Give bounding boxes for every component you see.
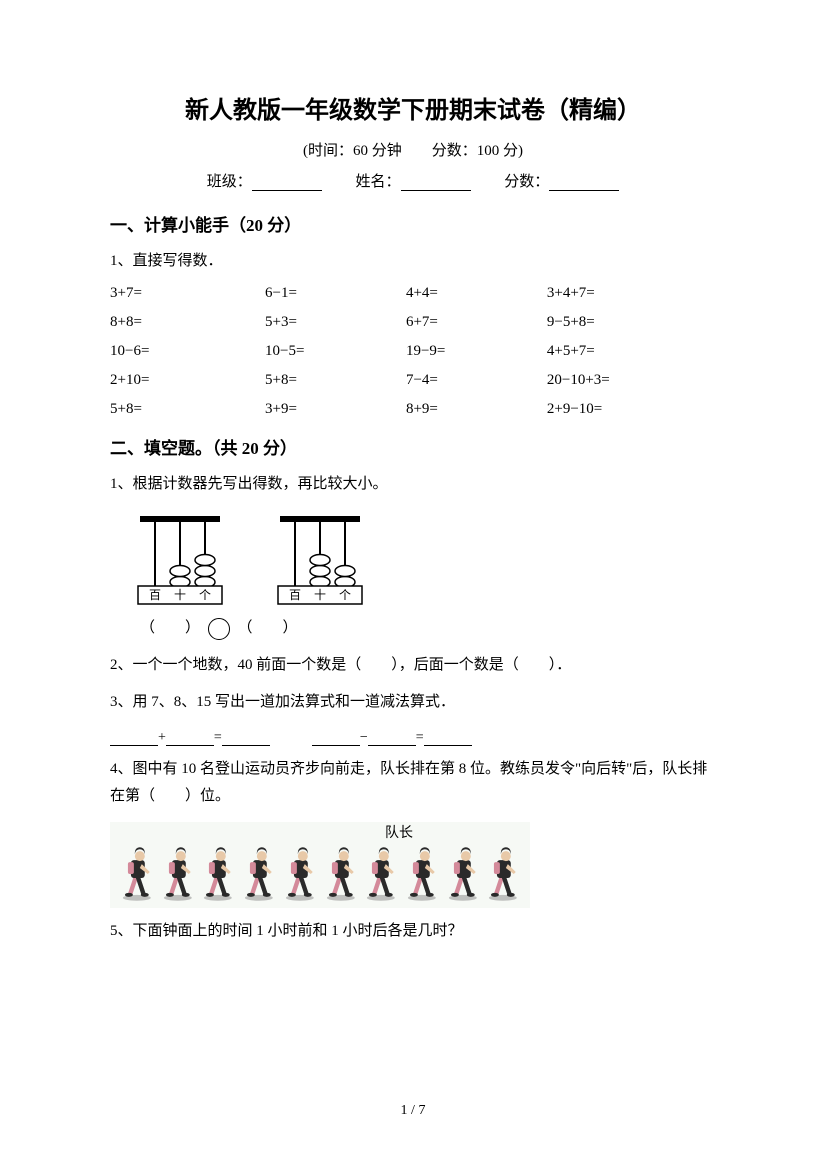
walker-icon: [322, 846, 360, 902]
calc-cell: 6−1=: [265, 285, 406, 302]
info-line: 班级： 姓名： 分数：: [110, 170, 716, 191]
svg-text:百: 百: [149, 588, 161, 602]
walker-icon: [362, 846, 400, 902]
name-label: 姓名：: [355, 174, 400, 190]
eq-blank[interactable]: [222, 732, 270, 746]
class-label: 班级：: [207, 174, 252, 190]
calc-cell: 9−5+8=: [547, 314, 716, 331]
calc-cell: 7−4=: [406, 372, 547, 389]
compare-right[interactable]: （ ）: [238, 620, 298, 636]
walker-icon: [159, 846, 197, 902]
calc-cell: 4+5+7=: [547, 343, 716, 360]
subtitle: (时间：60 分钟 分数：100 分): [110, 139, 716, 160]
calc-cell: 8+9=: [406, 401, 547, 418]
calc-cell: 10−6=: [110, 343, 265, 360]
calc-cell: 19−9=: [406, 343, 547, 360]
eq-blank[interactable]: [368, 732, 416, 746]
question-2-3: 3、用 7、8、15 写出一道加法算式和一道减法算式．: [110, 689, 716, 716]
question-2-5: 5、下面钟面上的时间 1 小时前和 1 小时后各是几时？: [110, 918, 716, 945]
walker-icon: [118, 846, 156, 902]
calc-cell: 8+8=: [110, 314, 265, 331]
svg-text:十: 十: [174, 588, 186, 602]
question-2-4: 4、图中有 10 名登山运动员齐步向前走，队长排在第 8 位。教练员发令"向后转…: [110, 756, 716, 810]
leader-label: 队长: [385, 822, 413, 842]
calc-cell: 4+4=: [406, 285, 547, 302]
calc-cell: 6+7=: [406, 314, 547, 331]
score-label: 分数：: [504, 174, 549, 190]
calc-cell: 5+8=: [110, 401, 265, 418]
compare-left[interactable]: （ ）: [140, 620, 200, 636]
page-number: 1 / 7: [0, 1103, 826, 1119]
abacus-row: 百十个 百十个: [130, 508, 716, 608]
calc-cell: 2+9−10=: [547, 401, 716, 418]
walker-row: [118, 846, 522, 902]
score-blank[interactable]: [549, 175, 619, 191]
calc-cell: 5+3=: [265, 314, 406, 331]
class-blank[interactable]: [252, 175, 322, 191]
compare-line: （ ） （ ）: [140, 616, 716, 640]
svg-text:个: 个: [339, 588, 351, 602]
eq-blank[interactable]: [166, 732, 214, 746]
eq-blank[interactable]: [312, 732, 360, 746]
walker-leader-icon: [403, 846, 441, 902]
walker-icon: [281, 846, 319, 902]
walkers-figure: 队长: [110, 822, 530, 908]
question-2-2: 2、一个一个地数，40 前面一个数是（ ），后面一个数是（ ）．: [110, 652, 716, 679]
calc-cell: 3+9=: [265, 401, 406, 418]
eq-blank[interactable]: [110, 732, 158, 746]
page-current: 1: [401, 1103, 408, 1118]
question-1-1: 1、直接写得数．: [110, 248, 716, 275]
walker-icon: [484, 846, 522, 902]
section-1-title: 一、计算小能手（20 分）: [110, 211, 716, 236]
calc-cell: 20−10+3=: [547, 372, 716, 389]
walker-icon: [199, 846, 237, 902]
compare-circle[interactable]: [208, 618, 230, 640]
page-sep: /: [408, 1103, 419, 1118]
calc-cell: 5+8=: [265, 372, 406, 389]
calc-grid: 3+7=6−1=4+4=3+4+7= 8+8=5+3=6+7=9−5+8= 10−6…: [110, 285, 716, 418]
svg-text:百: 百: [289, 588, 301, 602]
name-blank[interactable]: [401, 175, 471, 191]
calc-cell: 2+10=: [110, 372, 265, 389]
abacus-left: 百十个: [130, 508, 230, 608]
calc-cell: 3+4+7=: [547, 285, 716, 302]
question-2-1: 1、根据计数器先写出得数，再比较大小。: [110, 471, 716, 498]
abacus-right: 百十个: [270, 508, 370, 608]
calc-cell: 10−5=: [265, 343, 406, 360]
equation-blanks: += −=: [110, 726, 716, 746]
section-2-title: 二、填空题。（共 20 分）: [110, 434, 716, 459]
eq-blank[interactable]: [424, 732, 472, 746]
calc-cell: 3+7=: [110, 285, 265, 302]
page-total: 7: [418, 1103, 425, 1118]
walker-icon: [240, 846, 278, 902]
svg-text:个: 个: [199, 588, 211, 602]
walker-icon: [444, 846, 482, 902]
svg-text:十: 十: [314, 588, 326, 602]
page-title: 新人教版一年级数学下册期末试卷（精编）: [110, 90, 716, 125]
